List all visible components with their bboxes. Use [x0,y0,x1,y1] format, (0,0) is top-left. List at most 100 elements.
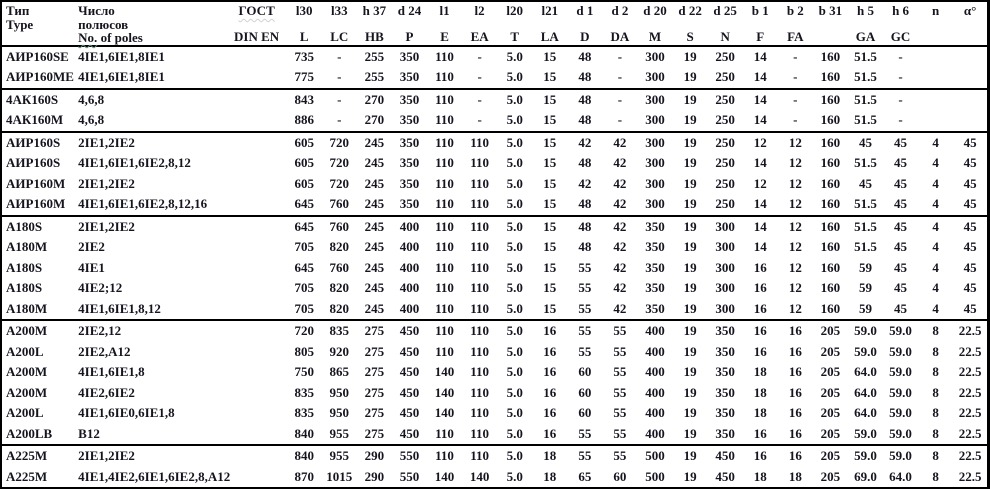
poles-cell: 2IE1,2IE2 [78,134,135,150]
dimension-value-cell: 500 [645,468,665,484]
dimension-value-cell: 950 [329,384,350,400]
dimension-value-cell: 245 [364,259,385,275]
dimension-value-cell: 5.0 [506,155,523,171]
dimension-value-cell: 48 [578,155,592,171]
dimension-value-cell: 64.0 [889,468,912,484]
dimension-value-cell: 645 [294,218,314,234]
din-dimension-symbol: DA [610,29,630,44]
header-poles-ru-2: полюсов [78,16,129,32]
dimension-value-cell: 59.0 [854,448,877,464]
dimension-value-cell: 19 [683,300,697,316]
dimension-value-cell: 4 [932,280,939,296]
poles-cell: 4,6,8 [78,112,105,128]
header-row: Тип Type Число полюсов No. of poles ГОСТ… [1,1,989,46]
dimension-value-cell: 19 [683,384,697,400]
dimension-value-cell: 760 [329,259,350,275]
dimension-value-cell: 835 [329,323,350,339]
din-dimension-symbol: M [648,29,662,44]
dimension-value-cell: 48 [578,196,592,212]
poles-cell: 2IE1,2IE2 [78,218,135,234]
dimension-value-cell: 19 [683,196,697,212]
dimension-value-cell: 55 [578,448,592,464]
motor-type-cell: АИР160M [6,175,66,191]
dimension-value-cell: 400 [399,300,420,316]
dimension-value-cell: 400 [645,323,665,339]
dimension-value-cell: 42 [613,280,627,296]
dimension-value-cell: 5.0 [506,239,523,255]
dimension-value-cell: - [793,69,798,85]
dimension-value-cell: 160 [820,175,841,191]
standard-cell [227,46,287,68]
dimension-value-cell: 300 [715,218,735,234]
dimension-value-cell: 645 [294,259,314,275]
din-dimension-symbol: D [580,29,590,44]
dimension-value-cell: 1015 [326,468,353,484]
motor-type-cell: А180S [6,280,43,296]
column-header-la: l21 LA [532,1,567,46]
dimension-value-cell: 64.0 [854,405,877,421]
dimension-value-cell: 48 [578,112,592,128]
din-dimension-symbol: FA [787,29,804,44]
dimension-value-cell: 300 [645,155,665,171]
column-header-b31: b 31 [813,1,848,46]
motor-type-cell: А200M [6,323,48,339]
dimension-value-cell: 110 [435,196,454,212]
dimension-value-cell: 205 [820,405,841,421]
dimension-value-cell: 59.0 [889,405,912,421]
dimension-value-cell: 205 [820,425,841,441]
dimension-value-cell: - [337,91,342,107]
dimension-value-cell: 110 [435,259,454,275]
dimension-value-cell: 605 [294,134,314,150]
table-row: А180M 4IE1,6IE1,8,12 705 820 245 400 110 110 5.0… [1,299,989,321]
dimension-value-cell: 19 [683,259,697,275]
dimension-value-cell: 300 [715,300,735,316]
standard-cell [227,174,287,195]
dimension-value-cell: 5.0 [506,134,523,150]
dimension-value-cell: 16 [753,448,767,464]
dimension-value-cell: 275 [364,425,385,441]
dimension-value-cell: 55 [613,323,627,339]
dimension-value-cell: 19 [683,239,697,255]
standard-cell [227,110,287,132]
dimension-value-cell: - [617,69,623,85]
dimension-value-cell: 45 [963,300,977,316]
dimension-value-cell: 59.0 [889,364,912,380]
dimension-value-cell: 886 [294,112,314,128]
motor-type-cell: 4АК160S [6,91,59,107]
dimension-value-cell: 205 [820,364,841,380]
gost-dimension-symbol: h 37 [362,3,387,18]
dimension-value-cell: 400 [645,384,665,400]
dimension-value-cell: 12 [788,239,802,255]
motor-type-cell: АИР160ME [6,69,74,85]
dimension-value-cell: 110 [435,91,454,107]
dimension-value-cell: 110 [470,196,490,212]
dimension-value-cell: - [477,91,482,107]
dimension-value-cell: 350 [645,259,665,275]
gost-dimension-symbol: d 25 [713,3,737,18]
column-header-da: d 2 DA [602,1,637,46]
dimension-value-cell: 14 [753,239,767,255]
dimension-value-cell: 60 [578,384,592,400]
gost-dimension-symbol: h 5 [856,3,874,18]
dimension-value-cell: 42 [613,175,627,191]
dimension-value-cell: 140 [434,384,455,400]
dimension-value-cell: 8 [932,323,939,339]
dimension-value-cell: 110 [435,48,454,64]
motor-type-cell: А200L [6,343,44,359]
dimension-value-cell: 4 [932,239,939,255]
dimension-value-cell: 300 [645,48,665,64]
dimension-value-cell: 275 [364,364,385,380]
table-row: А200M 4IE1,6IE1,8 750 865 275 450 140 110 5.0 16 6… [1,362,989,383]
table-row: А200L 4IE1,6IE0,6IE1,8 835 950 275 450 140 110 5… [1,403,989,424]
dimension-value-cell: 12 [788,300,802,316]
dimension-value-cell: 270 [364,112,385,128]
dimension-value-cell: 275 [364,323,385,339]
dimension-value-cell: 605 [294,175,314,191]
dimension-value-cell: 51.5 [854,91,877,107]
dimension-value-cell [918,46,953,68]
dimension-value-cell: 19 [683,323,697,339]
dimension-value-cell: 400 [399,218,420,234]
dimension-value-cell: 45 [894,175,908,191]
dimension-value-cell: 55 [578,343,592,359]
dimension-value-cell: 110 [435,155,454,171]
